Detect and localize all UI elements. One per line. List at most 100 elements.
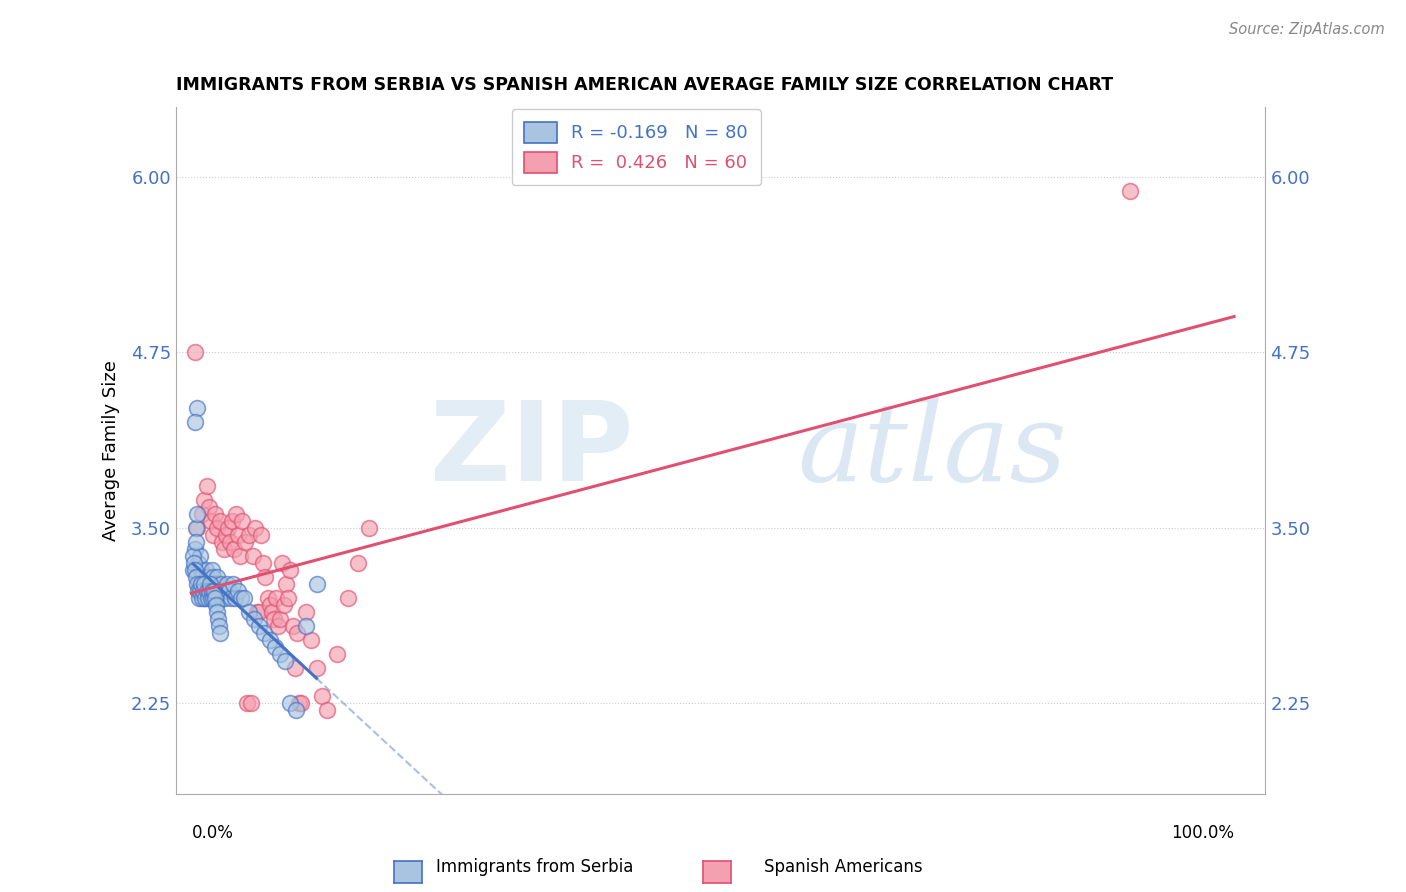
Point: [238, 527, 260, 541]
Point: [190, 563, 212, 577]
Point: [284, 661, 307, 675]
Point: [221, 514, 243, 528]
Point: [195, 478, 218, 492]
Point: [239, 696, 262, 710]
Point: [295, 618, 318, 632]
Point: [184, 569, 207, 583]
Point: [252, 556, 274, 570]
Point: [280, 563, 302, 577]
Point: [271, 556, 294, 570]
Point: [211, 534, 233, 549]
Point: [246, 605, 269, 619]
Point: [198, 576, 221, 591]
Point: [305, 576, 328, 591]
Point: [238, 605, 260, 619]
Point: [191, 576, 214, 591]
Point: [184, 534, 207, 549]
Point: [219, 591, 242, 605]
Point: [200, 514, 222, 528]
Point: [254, 569, 277, 583]
Point: [209, 576, 232, 591]
Point: [226, 583, 249, 598]
Point: [299, 632, 322, 647]
Point: [186, 507, 208, 521]
Point: [242, 549, 264, 563]
Point: [188, 591, 211, 605]
Point: [198, 500, 221, 514]
Point: [191, 569, 214, 583]
Point: [207, 520, 229, 534]
Point: [277, 591, 299, 605]
Point: [183, 556, 205, 570]
Point: [224, 541, 246, 556]
Legend: R = -0.169   N = 80, R =  0.426   N = 60: R = -0.169 N = 80, R = 0.426 N = 60: [512, 109, 761, 186]
Point: [183, 563, 205, 577]
Point: [183, 416, 205, 430]
Point: [202, 576, 225, 591]
Point: [215, 576, 238, 591]
Point: [204, 583, 226, 598]
Point: [211, 591, 233, 605]
Text: 0.0%: 0.0%: [191, 824, 233, 842]
Point: [202, 583, 225, 598]
Point: [187, 556, 209, 570]
Point: [205, 598, 228, 612]
Point: [253, 625, 276, 640]
Point: [232, 591, 254, 605]
Point: [259, 598, 281, 612]
Point: [316, 703, 339, 717]
Point: [357, 520, 380, 534]
Point: [201, 583, 224, 598]
Point: [218, 583, 240, 598]
Point: [295, 605, 318, 619]
Point: [214, 591, 236, 605]
Point: [263, 612, 285, 626]
Point: [259, 632, 281, 647]
Point: [263, 640, 285, 654]
Point: [225, 507, 247, 521]
Text: Spanish Americans: Spanish Americans: [765, 858, 922, 876]
Point: [224, 591, 246, 605]
Point: [205, 605, 228, 619]
Point: [204, 591, 226, 605]
Point: [229, 549, 252, 563]
Point: [336, 591, 359, 605]
Point: [205, 576, 228, 591]
Point: [217, 520, 239, 534]
Text: Source: ZipAtlas.com: Source: ZipAtlas.com: [1229, 22, 1385, 37]
Point: [198, 591, 221, 605]
Point: [260, 605, 283, 619]
Point: [305, 661, 328, 675]
Point: [250, 527, 273, 541]
Point: [197, 583, 219, 598]
Point: [201, 563, 224, 577]
Point: [274, 654, 297, 668]
Text: atlas: atlas: [797, 397, 1067, 504]
Point: [191, 507, 214, 521]
Point: [276, 576, 298, 591]
Point: [188, 583, 211, 598]
Point: [194, 591, 217, 605]
Y-axis label: Average Family Size: Average Family Size: [101, 360, 120, 541]
Point: [183, 345, 205, 359]
Point: [211, 583, 233, 598]
Text: ZIP: ZIP: [430, 397, 633, 504]
Point: [186, 401, 208, 416]
Point: [183, 541, 205, 556]
Point: [195, 563, 218, 577]
Point: [256, 591, 278, 605]
Point: [243, 612, 266, 626]
Point: [284, 703, 307, 717]
Point: [326, 647, 349, 661]
Text: Immigrants from Serbia: Immigrants from Serbia: [436, 858, 633, 876]
Point: [285, 625, 308, 640]
Point: [202, 527, 225, 541]
Point: [280, 696, 302, 710]
Point: [200, 576, 222, 591]
Point: [200, 591, 222, 605]
Point: [269, 612, 291, 626]
Point: [311, 689, 333, 703]
Point: [267, 618, 290, 632]
Point: [197, 576, 219, 591]
Point: [195, 583, 218, 598]
